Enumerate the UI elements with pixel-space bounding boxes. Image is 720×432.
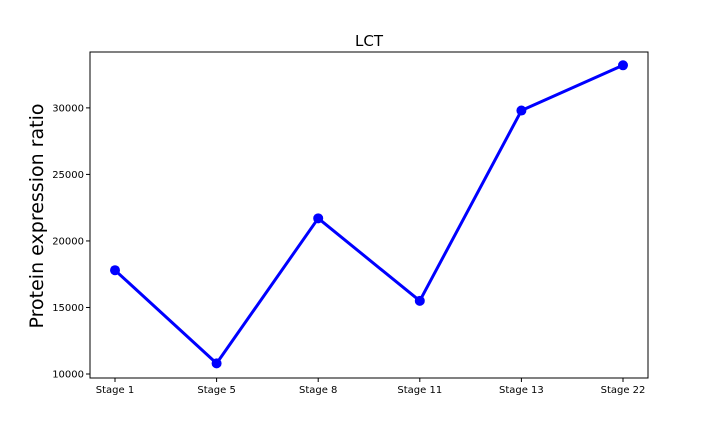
y-tick-label: 20000 [52,236,84,247]
series-line [113,63,625,365]
chart-title: LCT [355,32,384,50]
data-point [110,265,120,276]
y-tick-label: 10000 [52,370,84,381]
data-point [414,295,425,306]
x-tick-label: Stage 22 [601,385,646,396]
x-tick-label: Stage 1 [96,385,134,396]
x-tick-label: Stage 8 [299,385,337,396]
series-layer [110,60,628,369]
x-axis: Stage 1 Stage 5 Stage 8 Stage 11 Stage 13 Sta… [96,378,646,396]
data-point [516,105,527,116]
data-point [211,358,222,369]
y-axis-label: Protein expression ratio [26,104,48,329]
y-tick-label: 25000 [52,170,84,181]
data-point [618,60,628,71]
y-tick-label: 30000 [52,103,84,114]
x-tick-label: Stage 13 [499,385,544,396]
x-tick-label: Stage 5 [197,385,235,396]
plot-frame [89,51,649,379]
data-point [313,213,324,224]
x-tick-label: Stage 11 [397,385,442,396]
y-tick-label: 15000 [52,303,84,314]
y-axis: 10000 15000 20000 25000 30000 [52,103,90,381]
